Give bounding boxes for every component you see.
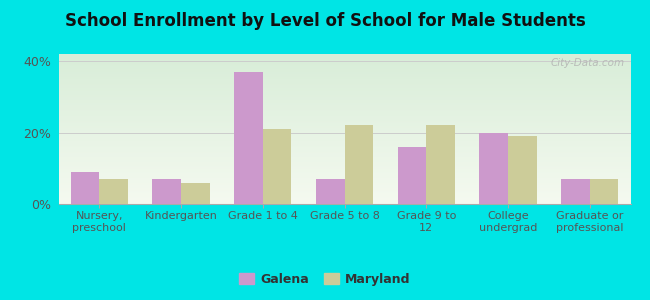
Bar xyxy=(71,172,99,204)
Bar xyxy=(234,72,263,204)
Text: School Enrollment by Level of School for Male Students: School Enrollment by Level of School for… xyxy=(64,12,586,30)
Legend: Galena, Maryland: Galena, Maryland xyxy=(234,268,416,291)
Bar xyxy=(426,125,455,204)
Bar xyxy=(316,179,344,204)
Bar xyxy=(561,179,590,204)
Bar xyxy=(181,183,210,204)
Bar xyxy=(398,147,426,204)
Bar xyxy=(99,179,128,204)
Bar xyxy=(344,125,373,204)
Bar xyxy=(153,179,181,204)
Bar xyxy=(590,179,618,204)
Bar xyxy=(479,133,508,204)
Bar xyxy=(263,129,291,204)
Bar xyxy=(508,136,536,204)
Text: City-Data.com: City-Data.com xyxy=(551,58,625,68)
